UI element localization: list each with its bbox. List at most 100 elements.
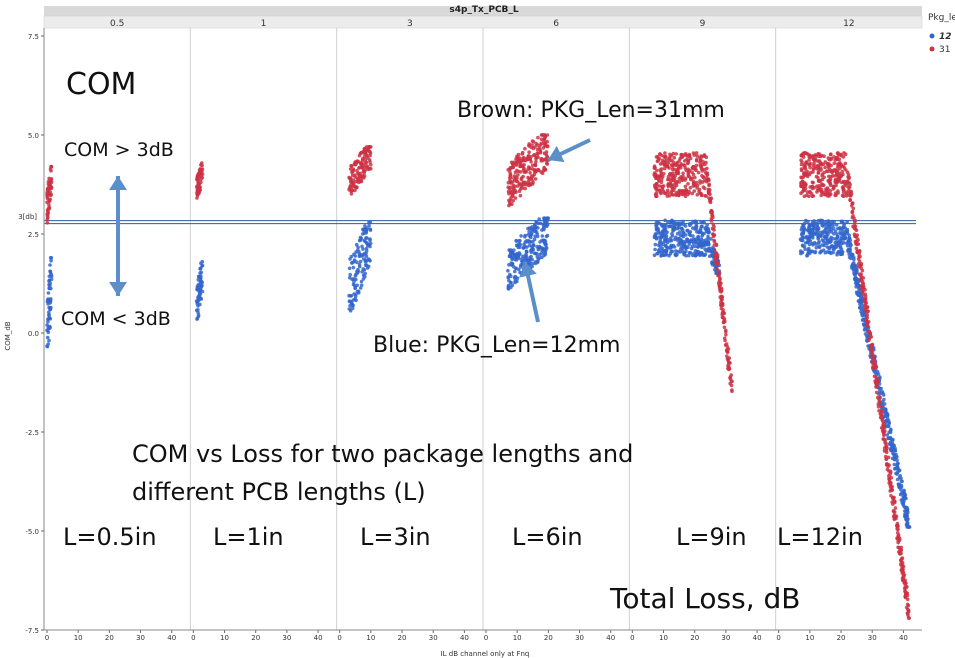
point-31-12-486: [831, 187, 835, 191]
point-31-9-147: [705, 166, 709, 171]
point-31-3-124: [360, 165, 365, 170]
point-31-12-585: [829, 156, 834, 161]
point-31-6-161: [530, 178, 534, 182]
x-tick-label-1-4: 40: [314, 634, 323, 642]
point-31-12-451: [886, 464, 890, 469]
point-31-3-123: [350, 173, 355, 178]
point-12-0.5-58: [48, 269, 53, 274]
point-12-9-320: [693, 237, 698, 241]
point-31-9-406: [718, 289, 722, 293]
point-12-6-208: [526, 257, 531, 262]
point-12-1-54: [198, 266, 203, 271]
point-31-12-622: [799, 154, 804, 158]
point-31-12-525: [814, 164, 818, 169]
point-12-9-99: [653, 232, 658, 236]
point-31-6-211: [523, 158, 528, 163]
x-tick-label-5-4: 40: [899, 634, 908, 642]
point-12-6-166: [545, 233, 550, 238]
point-12-3-112: [362, 251, 367, 256]
point-31-9-415: [717, 270, 721, 275]
point-31-0.5-47: [48, 193, 53, 197]
point-12-9-353: [686, 253, 691, 258]
point-31-9-428: [683, 194, 688, 198]
point-12-6-167: [517, 245, 522, 250]
point-31-12-502: [904, 581, 908, 585]
point-31-9-218: [663, 191, 668, 196]
point-31-9-391: [680, 178, 684, 182]
point-31-9-417: [729, 373, 733, 377]
point-12-3-111: [351, 282, 356, 287]
point-31-9-418: [720, 311, 725, 315]
total-loss-label: Total Loss, dB: [609, 582, 801, 615]
point-12-6-178: [540, 228, 544, 232]
point-12-12-606: [815, 222, 820, 226]
point-12-0.5-48: [46, 317, 50, 322]
x-tick-label-0-2: 20: [105, 634, 114, 642]
point-31-6-196: [532, 153, 536, 157]
point-12-6-196: [513, 279, 518, 283]
point-12-9-276: [680, 250, 685, 254]
point-12-0.5-9: [49, 258, 53, 263]
point-31-6-197: [510, 192, 514, 197]
point-12-1-45: [200, 283, 204, 288]
point-31-9-321: [659, 171, 663, 176]
point-31-12-551: [881, 437, 885, 441]
point-12-3-38: [349, 254, 354, 259]
point-12-9-193: [657, 247, 662, 251]
point-12-1-49: [197, 296, 201, 300]
point-12-12-565: [847, 240, 851, 244]
point-12-12-613: [899, 491, 904, 496]
point-12-6-231: [527, 239, 531, 244]
x-tick-label-0-3: 30: [136, 634, 145, 642]
point-31-12-554: [840, 164, 844, 168]
header-title-band: [44, 6, 922, 16]
point-31-12-499: [860, 286, 865, 291]
point-12-0.5-17: [47, 310, 51, 315]
point-12-6-138: [529, 235, 533, 240]
y-tick-label-3: 0.0: [28, 330, 39, 338]
point-31-12-450: [835, 156, 840, 160]
point-12-9-292: [676, 249, 680, 254]
point-31-9-262: [715, 262, 720, 266]
point-31-9-315: [727, 364, 731, 369]
annotations: COM COM > 3dB COM < 3dB Brown: PKG_Len=3…: [61, 67, 863, 615]
point-31-3-122: [365, 149, 369, 153]
point-31-6-94: [527, 143, 531, 148]
point-31-12-506: [895, 523, 900, 528]
point-31-9-245: [690, 170, 694, 174]
point-12-12-439: [825, 234, 829, 238]
axes: COM_dB IL dB channel only at Fnq 0 10 20 30…: [4, 28, 922, 658]
point-31-12-279: [810, 180, 815, 185]
point-31-6-170: [515, 160, 520, 164]
point-31-12-149: [852, 219, 857, 224]
point-31-12-377: [848, 182, 852, 187]
point-12-3-56: [347, 266, 352, 271]
point-12-6-118: [518, 265, 523, 269]
point-31-12-344: [817, 184, 821, 188]
point-31-12-496: [833, 193, 837, 198]
grid-layer: [189, 16, 777, 630]
point-12-9-200: [680, 247, 685, 251]
point-31-12-288: [811, 167, 816, 172]
point-12-3-67: [348, 272, 353, 277]
point-31-3-17: [369, 163, 373, 167]
point-12-1-46: [194, 308, 199, 313]
length-label-2: L=3in: [360, 523, 431, 551]
point-12-1-56: [198, 280, 202, 284]
point-12-9-344: [699, 237, 704, 241]
point-31-6-209: [506, 168, 511, 172]
point-12-12-546: [842, 222, 846, 226]
point-31-12-544: [847, 176, 851, 180]
point-31-9-351: [700, 154, 704, 159]
point-31-9-307: [730, 389, 734, 394]
point-12-12-522: [826, 219, 831, 224]
point-12-12-275: [829, 230, 833, 234]
point-31-6-175: [514, 157, 518, 161]
point-31-12-579: [816, 176, 820, 180]
point-31-6-221: [518, 160, 523, 165]
point-31-1-58: [198, 171, 203, 175]
point-12-9-209: [683, 233, 688, 237]
point-12-3-97: [355, 271, 360, 275]
point-12-0.5-35: [47, 278, 52, 283]
point-12-3-113: [363, 239, 368, 244]
